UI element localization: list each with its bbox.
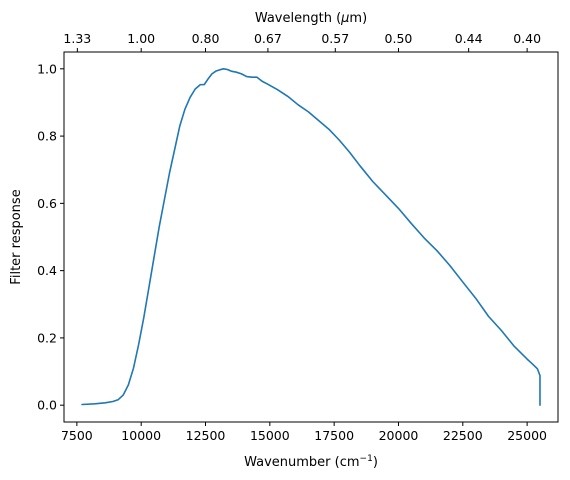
x-tick-label: 15000 — [250, 428, 290, 443]
x-tick-label: 20000 — [379, 428, 419, 443]
y-tick-label: 0.6 — [37, 196, 57, 211]
plot-frame — [63, 51, 559, 423]
top-tick-label: 0.44 — [455, 31, 483, 46]
top-tick-label: 0.67 — [254, 31, 282, 46]
top-tick-label: 1.33 — [63, 31, 91, 46]
series-layer — [81, 68, 541, 406]
top-tick-label: 0.80 — [192, 31, 220, 46]
y-tick-label: 0.8 — [37, 129, 57, 144]
y-tick-label: 0.2 — [37, 330, 57, 345]
top-tick-label: 1.00 — [127, 31, 155, 46]
plot-area — [64, 52, 558, 422]
top-axis-ticks: 1.33 1.00 0.80 0.67 0.57 0.50 0.44 0.40 — [63, 31, 541, 52]
x-tick-label: 12500 — [186, 428, 226, 443]
top-tick-label: 0.40 — [513, 31, 541, 46]
top-tick-label: 0.57 — [321, 31, 349, 46]
top-axis-label: Wavelength (μm) — [255, 11, 367, 26]
y-axis-ticks: 0.0 0.2 0.4 0.6 0.8 1.0 — [37, 61, 64, 413]
x-axis-label: Wavenumber (cm−1) — [244, 454, 378, 470]
top-tick-label: 0.50 — [385, 31, 413, 46]
y-tick-label: 0.4 — [37, 263, 57, 278]
y-axis-label: Filter response — [9, 189, 24, 284]
y-tick-label: 1.0 — [37, 61, 57, 76]
x-tick-label: 25000 — [507, 428, 547, 443]
x-tick-label: 10000 — [121, 428, 161, 443]
x-tick-label: 7500 — [61, 428, 93, 443]
x-tick-label: 17500 — [314, 428, 354, 443]
x-axis-ticks: 7500 10000 12500 15000 17500 20000 22500 25000 — [61, 422, 547, 443]
x-tick-label: 22500 — [443, 428, 483, 443]
y-tick-label: 0.0 — [37, 398, 57, 413]
series-line — [81, 68, 541, 406]
